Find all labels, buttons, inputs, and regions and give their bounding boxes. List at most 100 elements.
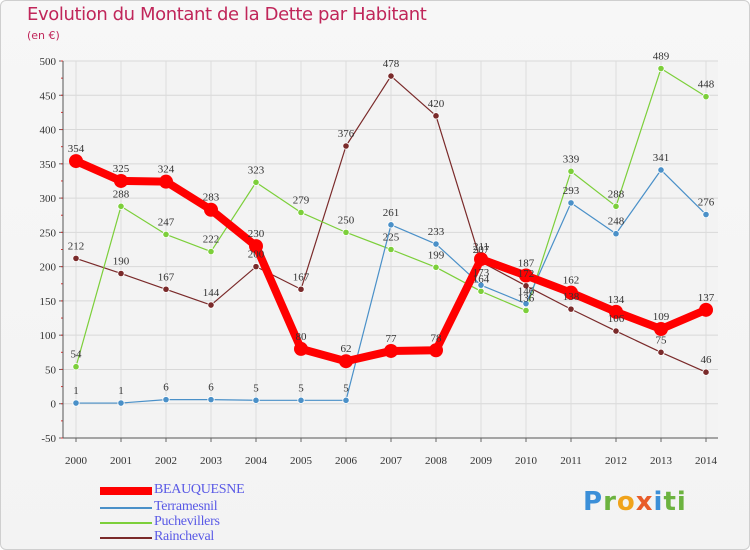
x-tick-label: 2010 [515, 455, 538, 467]
data-label: 54 [71, 349, 83, 361]
data-label: 172 [518, 268, 535, 280]
data-point [162, 230, 170, 239]
y-tick-label: 0 [51, 399, 57, 411]
data-point [387, 221, 395, 229]
data-point [477, 281, 485, 289]
data-label: 162 [563, 275, 580, 287]
data-point [609, 304, 623, 319]
data-label: 167 [158, 271, 175, 283]
x-tick-label: 2006 [335, 455, 358, 467]
data-label: 489 [653, 51, 670, 63]
data-label: 283 [203, 192, 220, 204]
data-point [657, 64, 665, 73]
data-point [342, 142, 350, 150]
data-label: 211 [473, 241, 489, 253]
data-label: 339 [563, 153, 580, 165]
data-label: 106 [608, 313, 625, 325]
data-point [702, 368, 710, 376]
data-label: 250 [338, 214, 355, 226]
proxiti-logo: Proxiti [583, 487, 687, 517]
data-label: 323 [248, 164, 265, 176]
data-point [297, 396, 305, 404]
data-label: 6 [208, 382, 214, 394]
data-label: 167 [293, 271, 310, 283]
data-point [654, 322, 668, 337]
data-point [204, 202, 218, 217]
legend-label: BEAUQUESNE [154, 482, 245, 497]
data-point [387, 245, 395, 254]
y-tick-label: 50 [45, 364, 57, 376]
data-label: 138 [563, 291, 580, 303]
data-label: 5 [298, 382, 304, 394]
data-label: 324 [158, 164, 175, 176]
data-label: 225 [383, 232, 400, 244]
data-label: 190 [113, 255, 130, 267]
data-point [294, 341, 308, 356]
data-label: 5 [343, 382, 349, 394]
y-tick-label: 450 [40, 90, 57, 102]
data-point [519, 268, 533, 283]
x-tick-label: 2011 [560, 455, 582, 467]
legend-label: Raincheval [154, 529, 214, 544]
data-label: 1 [118, 385, 124, 397]
y-tick-label: 400 [40, 125, 57, 137]
data-point [702, 93, 710, 101]
data-point [522, 300, 530, 308]
data-label: 173 [473, 267, 490, 279]
data-point [252, 178, 260, 186]
data-label: 276 [698, 197, 715, 209]
y-unit-label: (en €) [27, 29, 60, 42]
data-point [564, 285, 578, 300]
data-point [522, 282, 530, 290]
y-tick-label: 500 [40, 56, 57, 68]
data-point [387, 72, 395, 80]
x-tick-label: 2001 [110, 455, 132, 467]
data-label: 376 [338, 128, 355, 140]
x-tick-label: 2009 [470, 455, 493, 467]
data-point [117, 399, 125, 407]
data-point [429, 343, 443, 358]
data-point [297, 208, 305, 217]
data-point [432, 112, 440, 120]
data-label: 62 [341, 343, 352, 355]
data-point [207, 301, 215, 309]
data-point [117, 269, 125, 278]
data-point [342, 396, 350, 404]
data-point [612, 202, 620, 210]
data-label: 288 [608, 188, 625, 200]
data-label: 6 [163, 382, 169, 394]
data-label: 354 [68, 143, 85, 155]
x-tick-label: 2000 [65, 455, 88, 467]
data-point [432, 240, 440, 248]
data-point [342, 228, 350, 236]
data-label: 420 [428, 98, 445, 110]
data-label: 1 [73, 385, 79, 397]
x-tick-label: 2005 [290, 455, 313, 467]
x-tick-label: 2012 [605, 455, 627, 467]
data-point [474, 252, 488, 267]
data-label: 75 [656, 334, 668, 346]
data-point [477, 287, 485, 295]
data-point [702, 210, 710, 219]
data-point [69, 154, 83, 169]
data-label: 199 [428, 249, 445, 261]
data-label: 164 [473, 273, 490, 285]
data-point [297, 285, 305, 293]
data-label: 46 [701, 354, 713, 366]
data-label: 136 [518, 293, 535, 305]
data-label: 207 [473, 244, 490, 256]
data-point [612, 230, 620, 238]
data-label: 144 [203, 287, 220, 299]
data-label: 288 [113, 188, 130, 200]
y-tick-label: 350 [40, 159, 57, 171]
data-point [252, 263, 260, 271]
data-point [72, 399, 80, 407]
data-label: 247 [158, 216, 175, 228]
data-label: 341 [653, 152, 670, 164]
data-label: 212 [68, 240, 85, 252]
legend-swatch [100, 537, 152, 539]
data-label: 78 [431, 332, 443, 344]
data-point [249, 239, 263, 254]
data-point [522, 306, 530, 315]
data-label: 325 [113, 163, 130, 175]
